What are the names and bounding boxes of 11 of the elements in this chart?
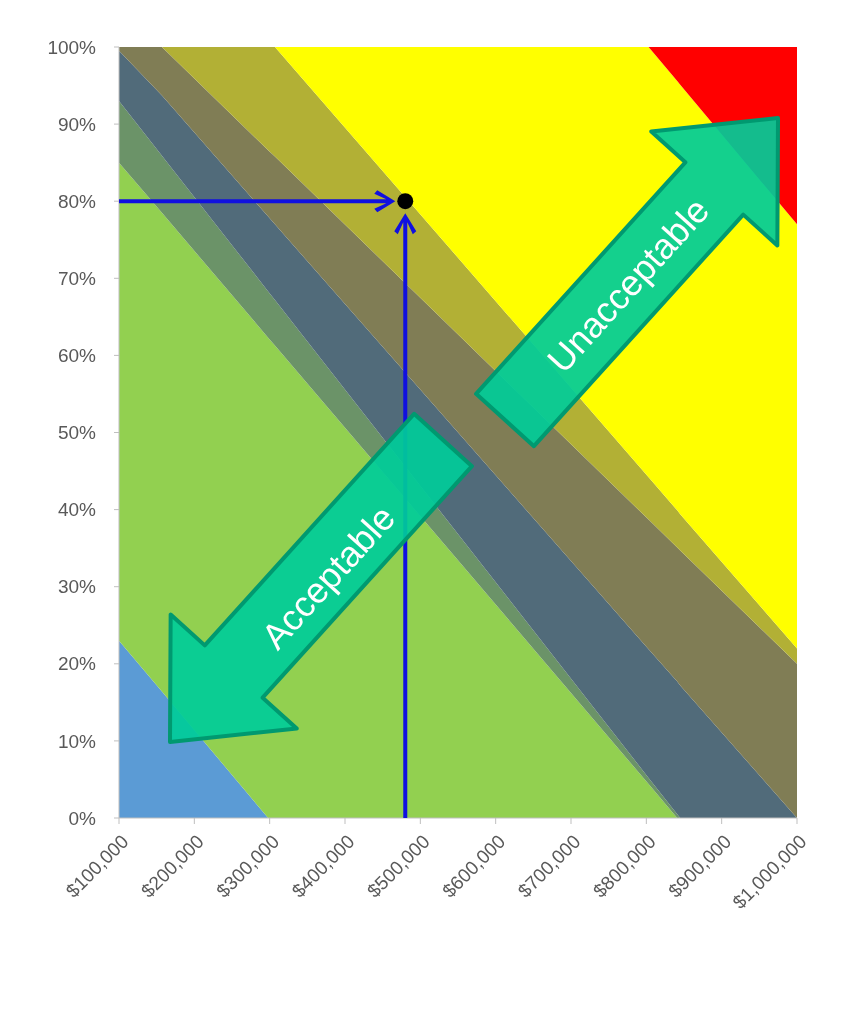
y-tick-label: 100%: [47, 36, 97, 58]
y-tick-label: 80%: [57, 190, 97, 212]
y-tick-label: 10%: [57, 730, 97, 752]
y-tick-label: 20%: [57, 653, 97, 675]
y-tick-label: 40%: [57, 499, 97, 521]
y-tick-label: 50%: [57, 422, 97, 444]
y-tick-label: 90%: [57, 113, 97, 135]
y-tick-label: 60%: [57, 345, 97, 367]
y-tick-label: 70%: [57, 267, 97, 289]
y-tick-label: 30%: [57, 576, 97, 598]
y-tick-label: 0%: [68, 807, 97, 829]
